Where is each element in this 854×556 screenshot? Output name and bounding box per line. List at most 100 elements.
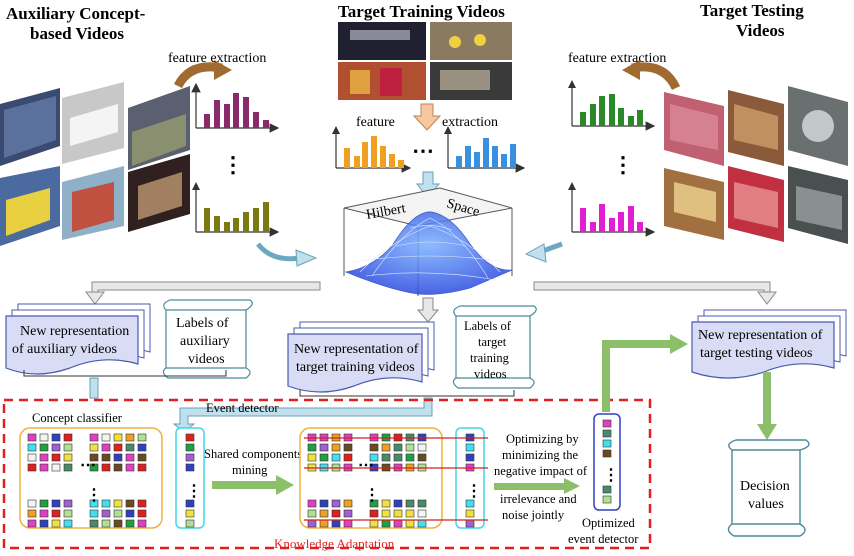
detector-cell <box>602 485 612 494</box>
matrix-cell <box>343 499 353 508</box>
matrix-cell <box>381 499 391 508</box>
arrow-training-down <box>412 103 442 131</box>
matrix-cell <box>101 509 111 518</box>
ellipsis-aux: ⋮ <box>222 152 244 177</box>
label-event-detector: Event detector <box>206 401 279 415</box>
matrix-cell <box>381 453 391 462</box>
matrix-cell <box>319 509 329 518</box>
matrix-cell <box>369 519 379 528</box>
label-feature-extraction-left: feature extraction <box>168 51 266 66</box>
matrix-cell <box>51 453 61 462</box>
label-optimizing-line2: minimizing the <box>502 448 578 462</box>
matrix-cell <box>63 433 73 442</box>
matrix-cell <box>417 519 427 528</box>
matrix-cell <box>51 443 61 452</box>
matrix-cell <box>343 443 353 452</box>
matrix-cell <box>125 509 135 518</box>
matrix-cell <box>405 499 415 508</box>
detector-cell <box>602 429 612 438</box>
title-testing-line2: Videos <box>736 21 785 40</box>
train-labels-line1: Labels of <box>464 319 512 333</box>
matrix-cell <box>393 453 403 462</box>
green-arrow-optimize <box>494 478 580 494</box>
train-labels-line4: videos <box>474 367 507 381</box>
matrix-cell <box>405 519 415 528</box>
matrix-cell <box>113 463 123 472</box>
matrix-cell <box>417 499 427 508</box>
matrix-cell <box>39 443 49 452</box>
label-extraction: extraction <box>442 115 498 130</box>
matrix-cell <box>307 453 317 462</box>
doc-train-repr <box>287 321 435 393</box>
matrix-cell <box>113 519 123 528</box>
title-auxiliary-line1: Auxiliary Concept- <box>6 4 146 23</box>
detector-cell <box>185 433 195 442</box>
detector-cell <box>185 463 195 472</box>
detector-cell <box>465 453 475 462</box>
matrix-cell <box>393 499 403 508</box>
matrix-mid-vdots: ⋮ <box>364 487 380 504</box>
train-histogram-blue <box>444 126 526 173</box>
brace-train <box>299 390 515 397</box>
hilbert-space <box>343 187 513 296</box>
matrix-cell <box>343 453 353 462</box>
label-knowledge-adaptation: Knowledge Adaptation <box>274 536 395 551</box>
label-concept-classifier: Concept classifier <box>32 411 123 425</box>
matrix-cell <box>63 509 73 518</box>
title-auxiliary-line2: based Videos <box>30 24 124 43</box>
scroll-decision-values <box>727 439 810 537</box>
detector-cell <box>185 509 195 518</box>
train-labels-line2: target <box>478 335 507 349</box>
matrix-cell <box>307 519 317 528</box>
matrix-cell <box>405 453 415 462</box>
matrix-cell <box>27 499 37 508</box>
adapted-detector-box <box>455 427 485 529</box>
aux-labels-line1: Labels of <box>176 316 229 331</box>
connector-to-train-repr <box>416 297 440 323</box>
label-hilbert: Hilbert <box>365 201 407 223</box>
matrix-cell <box>125 499 135 508</box>
doc-test-repr-line1: New representation of <box>698 328 823 343</box>
scroll-aux-labels <box>162 299 253 379</box>
matrix-cell <box>27 463 37 472</box>
label-optimizing-line3: negative impact of <box>494 464 588 478</box>
matrix-cell <box>89 443 99 452</box>
matrix-cell <box>137 443 147 452</box>
matrix-cell <box>319 443 329 452</box>
matrix-cell <box>113 453 123 462</box>
label-shared-mining-line2: mining <box>232 463 268 477</box>
matrix-cell <box>125 519 135 528</box>
matrix-cell <box>101 499 111 508</box>
label-feature-extraction-right: feature extraction <box>568 51 666 66</box>
shared-component-lines <box>304 437 488 521</box>
matrix-cell <box>125 453 135 462</box>
matrix-cell <box>405 509 415 518</box>
doc-aux-repr-line1: New representation <box>20 324 129 339</box>
matrix-cell <box>63 499 73 508</box>
detector-mid-vdots: ⋮ <box>466 483 482 500</box>
matrix-cell <box>27 509 37 518</box>
label-optimizing-line5: noise jointly <box>502 508 565 522</box>
matrix-cell <box>101 519 111 528</box>
aux-histogram-bottom <box>192 182 280 237</box>
matrix-cell <box>369 499 379 508</box>
matrix-cell <box>125 433 135 442</box>
title-testing-line1: Target Testing <box>700 1 804 20</box>
matrix-cell <box>307 443 317 452</box>
label-optimizing-line1: Optimizing by <box>506 432 579 446</box>
matrix-cell <box>101 453 111 462</box>
matrix-cell <box>27 453 37 462</box>
matrix-cell <box>51 509 61 518</box>
doc-aux-repr <box>5 303 151 375</box>
detector-cell <box>602 439 612 448</box>
matrix-cell <box>27 519 37 528</box>
title-training: Target Training Videos <box>338 2 505 21</box>
detector-cell <box>465 499 475 508</box>
matrix-cell <box>51 519 61 528</box>
label-feature: feature <box>356 115 395 130</box>
detector-vdots: ⋮ <box>186 483 202 500</box>
matrix-cell <box>125 443 135 452</box>
optimized-detector-column <box>602 419 612 504</box>
